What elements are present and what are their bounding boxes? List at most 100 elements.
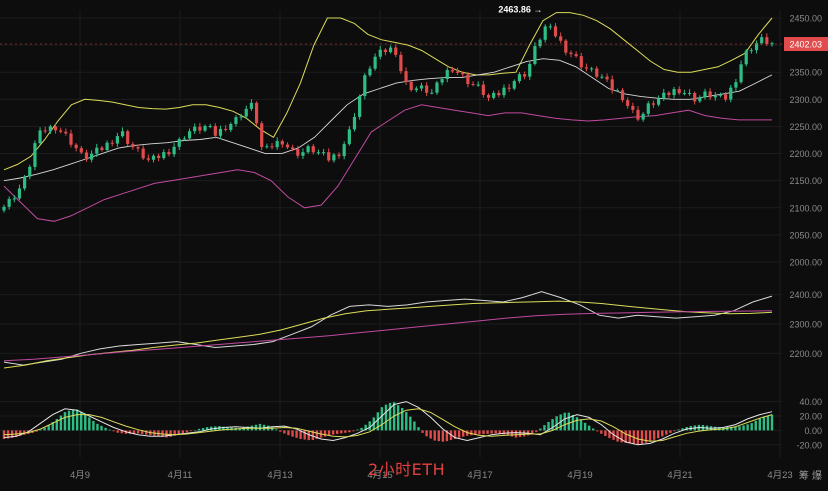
macd-bar-negative [640,430,644,444]
high-price-marker: 2463.86 → [498,4,542,14]
macd-bar-negative [441,430,445,442]
candle-up [430,92,434,94]
candle-down [584,67,589,69]
x-tick-label: 4月9 [70,470,90,481]
macd-bar-negative [291,430,294,437]
candle-down [74,144,78,149]
macd-bar-positive [758,418,762,431]
macd-bar-positive [71,409,75,431]
macd-bar-positive [96,423,99,431]
macd-y-tick-label: -20.00 [796,440,822,450]
candle-up [528,63,532,77]
candle-up [682,93,686,95]
candle-up [172,146,176,155]
macd-bar-positive [67,410,71,431]
candle-up [646,103,650,114]
candle-down [466,74,470,85]
candle-down [579,56,583,68]
candle-up [754,43,759,51]
candle-down [559,36,563,41]
macd-bar-negative [181,430,184,434]
macd-bar-positive [238,428,241,431]
macd-bar-negative [494,430,497,434]
macd-bar-negative [429,430,432,439]
candle-up [492,92,496,98]
macd-bar-positive [539,428,542,431]
candle-down [311,146,315,153]
candle-up [12,198,16,200]
candle-up [203,126,207,131]
candle-up [347,129,351,145]
candle-down [620,90,625,101]
candle-down [126,131,130,144]
candle-up [440,79,444,83]
macd-bar-positive [587,425,591,431]
candle-down [626,100,630,106]
candle-up [414,88,418,91]
macd-bar-positive [59,415,63,431]
macd-bar-positive [104,427,107,431]
macd-bar-negative [535,430,538,432]
candle-down [260,123,264,147]
macd-bar-positive [730,426,733,431]
candle-down [497,92,501,96]
macd-bar-negative [295,430,298,438]
candle-up [600,76,604,78]
macd-bar-negative [470,430,473,436]
macd-bar-positive [571,414,575,431]
macd-bar-negative [596,430,599,432]
candle-up [17,188,22,199]
candle-up [316,152,321,154]
macd-bar-positive [75,409,79,431]
ma-y-tick-label: 2400.00 [789,290,822,300]
macd-bar-negative [531,430,534,434]
candle-up [615,90,619,92]
macd-bar-negative [502,430,506,435]
candle-up [182,138,187,140]
macd-bar-positive [396,405,400,431]
macd-bar-positive [555,416,558,431]
macd-y-tick-label: 0.00 [804,426,822,436]
macd-bar-positive [360,427,363,431]
macd-bar-negative [514,430,518,438]
macd-bar-positive [579,419,583,431]
candle-up [208,126,212,128]
candle-down [131,143,135,148]
macd-bar-positive [270,427,274,431]
candle-down [404,71,408,82]
candle-down [157,155,161,159]
macd-bar-positive [409,416,412,431]
candle-down [631,105,635,110]
macd-bar-positive [738,426,741,431]
candle-down [280,141,284,145]
ma-y-tick-label: 2200.00 [789,349,822,359]
candle-down [409,81,413,91]
candle-up [275,141,279,148]
macd-bar-positive [543,425,546,431]
macd-bar-negative [445,430,449,442]
macd-bar-negative [636,430,640,445]
macd-bar-negative [657,430,660,439]
macd-bar-negative [628,430,631,444]
macd-bar-negative [177,430,180,435]
price-y-tick-label: 2250.00 [789,122,822,132]
candle-up [739,64,743,83]
macd-bar-negative [35,430,38,432]
candle-up [321,152,326,154]
candle-up [641,113,645,120]
candle-down [651,103,656,105]
macd-bar-negative [620,430,623,443]
macd-bar-negative [2,430,6,440]
macd-bar-negative [336,430,339,434]
candle-down [569,52,573,55]
macd-bar-negative [173,430,176,436]
macd-bar-positive [205,427,209,431]
macd-y-tick-label: 20.00 [799,412,822,422]
candle-up [502,87,506,96]
macd-bar-negative [169,430,172,437]
candle-down [481,84,485,95]
macd-bar-negative [498,430,501,434]
candle-down [471,84,475,86]
macd-bar-positive [368,421,371,431]
macd-bar-negative [604,430,607,437]
